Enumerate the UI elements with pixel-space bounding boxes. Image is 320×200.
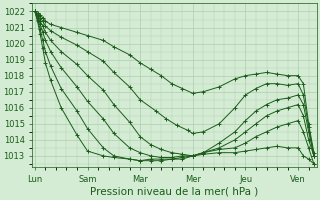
X-axis label: Pression niveau de la mer( hPa ): Pression niveau de la mer( hPa ) xyxy=(90,187,259,197)
